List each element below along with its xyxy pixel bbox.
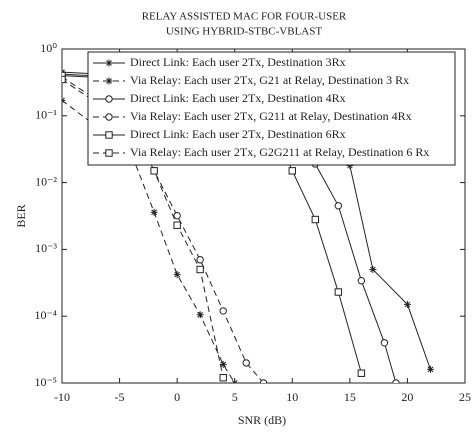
legend-label: Direct Link: Each user 2Tx, Destination … [130, 127, 346, 141]
x-tick-label: 10 [286, 390, 298, 404]
x-tick-label: 20 [401, 390, 413, 404]
legend-label: Direct Link: Each user 2Tx, Destination … [130, 55, 346, 69]
legend: Direct Link: Each user 2Tx, Destination … [87, 51, 456, 166]
y-tick-label: 10⁻⁵ [34, 375, 57, 389]
marker [196, 265, 204, 274]
marker [62, 71, 66, 80]
y-tick-label: 10⁻² [35, 174, 57, 188]
chart-title: USING HYBRID-STBC-VBLAST [166, 26, 322, 38]
marker [231, 379, 239, 383]
marker [105, 77, 113, 85]
marker [357, 276, 366, 285]
x-tick-label: -10 [54, 390, 70, 404]
legend-label: Direct Link: Each user 2Tx, Destination … [130, 91, 346, 105]
y-tick-label: 10⁰ [40, 41, 57, 55]
x-tick-label: 15 [344, 390, 356, 404]
marker [62, 75, 66, 84]
y-tick-label: 10⁻¹ [35, 108, 57, 122]
marker [105, 59, 113, 67]
marker [288, 167, 296, 175]
x-axis-label: SNR (dB) [238, 413, 286, 427]
x-tick-label: -5 [115, 390, 125, 404]
marker [311, 215, 320, 224]
marker [150, 167, 158, 175]
x-tick-label: 0 [174, 390, 180, 404]
chart-title: RELAY ASSISTED MAC FOR FOUR-USER [142, 11, 347, 23]
marker [105, 131, 113, 139]
marker [334, 202, 343, 210]
marker [242, 359, 250, 367]
legend-label: Via Relay: Each user 2Tx, G21 at Relay, … [130, 73, 409, 87]
marker [173, 211, 181, 220]
marker [334, 288, 343, 296]
x-tick-label: 25 [459, 390, 471, 404]
legend-label: Via Relay: Each user 2Tx, G2G211 at Rela… [130, 145, 429, 159]
marker [62, 96, 66, 104]
marker [105, 113, 113, 121]
marker [196, 311, 204, 319]
marker [105, 95, 113, 103]
marker [173, 221, 181, 229]
marker [369, 266, 377, 274]
marker [426, 365, 434, 373]
marker [259, 379, 268, 383]
legend-label: Via Relay: Each user 2Tx, G211 at Relay,… [130, 109, 412, 123]
series-line [62, 79, 224, 378]
marker [105, 149, 113, 157]
marker [219, 307, 227, 315]
marker [346, 162, 354, 170]
y-axis-label: BER [14, 204, 28, 227]
y-tick-label: 10⁻³ [35, 241, 57, 255]
marker [392, 379, 400, 383]
marker [357, 369, 366, 377]
marker [150, 208, 158, 216]
marker [219, 360, 227, 368]
y-tick-label: 10⁻⁴ [34, 308, 57, 322]
legend-box [87, 51, 456, 166]
marker [380, 339, 389, 347]
marker [403, 300, 411, 308]
marker [173, 271, 181, 279]
marker [196, 256, 204, 264]
marker [219, 374, 227, 382]
x-tick-label: 5 [232, 390, 238, 404]
